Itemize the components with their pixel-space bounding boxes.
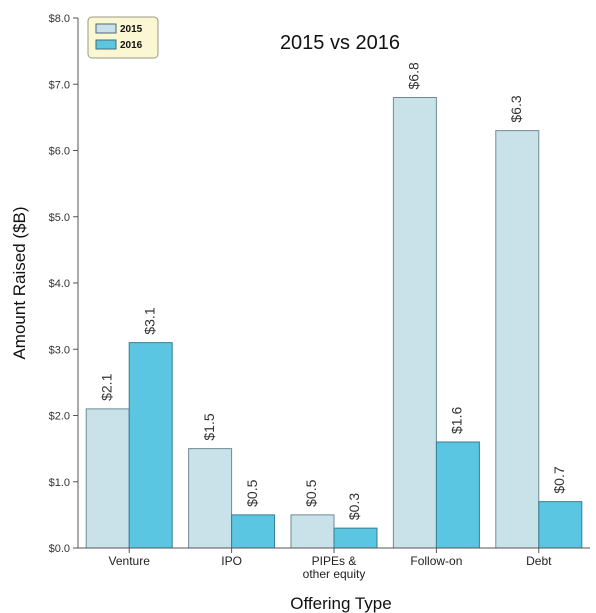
- x-tick-label: other equity: [303, 567, 366, 581]
- y-tick-label: $8.0: [49, 13, 70, 25]
- y-tick-label: $1.0: [49, 477, 70, 489]
- x-tick-label: Debt: [526, 554, 552, 568]
- x-tick-label: IPO: [221, 554, 242, 568]
- bar-value-label: $6.8: [406, 62, 422, 89]
- bar-2016-1: [231, 514, 276, 549]
- legend-label-2016: 2016: [120, 40, 143, 51]
- bar-value-label: $1.6: [449, 407, 465, 434]
- bar-value-label: $6.3: [508, 95, 524, 122]
- chart-title: 2015 vs 2016: [280, 32, 400, 54]
- y-tick-label: $7.0: [49, 79, 70, 91]
- bar-2015-0: [85, 408, 130, 549]
- bar-value-label: $0.5: [303, 479, 319, 506]
- x-axis-title: Offering Type: [290, 594, 391, 613]
- bar-2015-3: [392, 97, 437, 549]
- bar-2015-2: [290, 514, 335, 549]
- y-axis: $0.0 $1.0 $2.0 $3.0 $4.0 $5.0 $6.0 $7.0 $8.0: [49, 13, 79, 555]
- bar-value-label: $1.5: [201, 413, 217, 440]
- bar-2016-4: [538, 501, 583, 549]
- y-tick-label: $2.0: [49, 411, 70, 423]
- legend: 2015 2016: [87, 16, 159, 59]
- bar-value-label: $0.5: [244, 479, 260, 506]
- bar-value-label: $3.1: [141, 307, 157, 334]
- bar-2016-2: [333, 527, 378, 549]
- legend-swatch-2016: [95, 39, 117, 50]
- bar-value-label: $0.7: [551, 466, 567, 493]
- x-tick-label: Follow-on: [410, 554, 462, 568]
- y-tick-label: $5.0: [49, 212, 70, 224]
- x-axis: Venture IPO PIPEs &other equity Follow-on De…: [78, 547, 590, 581]
- x-tick-label: Venture: [109, 554, 151, 568]
- legend-label-2015: 2015: [120, 24, 143, 35]
- y-tick-label: $3.0: [49, 344, 70, 356]
- plot-area: $2.1 $1.5 $0.5 $6.8 $6.3 $3.1 $0.5 $0.3 $1.6 $0.7: [85, 62, 583, 549]
- y-tick-label: $0.0: [49, 543, 70, 555]
- bar-value-label: $2.1: [98, 373, 114, 400]
- y-tick-label: $6.0: [49, 146, 70, 158]
- x-tick-label: PIPEs &: [312, 554, 357, 568]
- bar-value-label: $0.3: [346, 493, 362, 520]
- y-axis-title: Amount Raised ($B): [10, 206, 29, 359]
- y-tick-label: $4.0: [49, 278, 70, 290]
- bar-2015-4: [495, 130, 540, 549]
- legend-swatch-2015: [95, 23, 117, 34]
- bar-2015-1: [188, 448, 233, 549]
- bar-2016-0: [128, 342, 173, 549]
- bar-2016-3: [435, 441, 480, 549]
